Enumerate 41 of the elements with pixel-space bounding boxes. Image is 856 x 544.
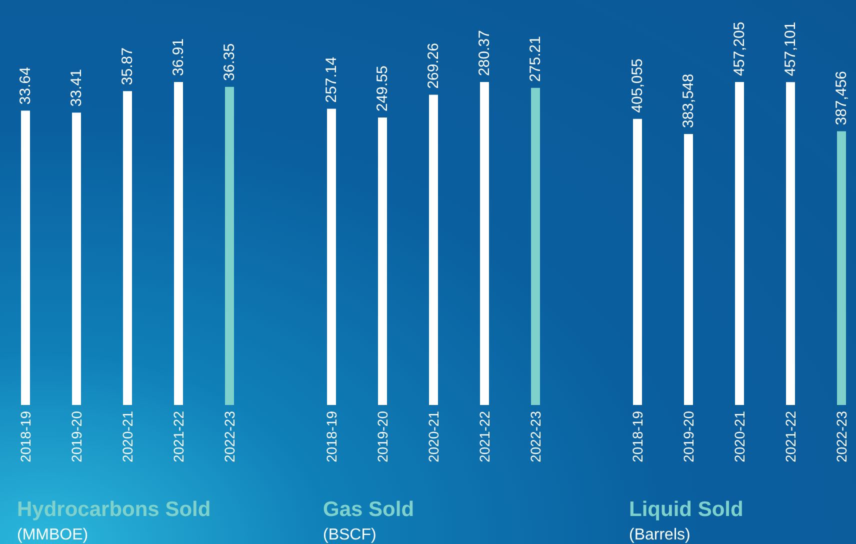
x-tick-label: 2021-22 xyxy=(476,410,492,462)
data-label: 383,548 xyxy=(680,74,697,128)
x-tick-label: 2021-22 xyxy=(782,410,798,462)
data-label: 280.37 xyxy=(476,30,493,76)
x-tick-label: 2020-21 xyxy=(426,410,442,462)
data-label: 275.21 xyxy=(527,36,544,82)
bar xyxy=(837,131,846,405)
x-tick-label: 2022-23 xyxy=(528,410,544,462)
data-label: 257.14 xyxy=(323,56,340,103)
x-tick-label: 2018-19 xyxy=(18,410,34,462)
bar xyxy=(633,118,642,405)
x-tick-label: 2022-23 xyxy=(834,410,850,462)
x-tick-label: 2022-23 xyxy=(222,410,238,462)
text: (MMBOE) xyxy=(17,526,88,544)
bar xyxy=(735,82,744,405)
data-label: 33.64 xyxy=(17,67,34,105)
data-label: 36.35 xyxy=(221,43,238,81)
x-tick-label: 2020-21 xyxy=(120,410,136,462)
text: Gas Sold xyxy=(323,498,414,521)
data-label: 35.87 xyxy=(119,48,136,86)
data-label: 36.91 xyxy=(170,38,187,76)
data-label: 387,456 xyxy=(833,71,850,126)
bar xyxy=(786,82,795,405)
data-label: 33.41 xyxy=(68,69,85,107)
x-tick-label: 2019-20 xyxy=(680,410,696,462)
x-tick-label: 2018-19 xyxy=(324,410,340,462)
x-tick-label: 2021-22 xyxy=(170,410,186,462)
data-label: 269.26 xyxy=(425,42,442,89)
data-label: 457,205 xyxy=(731,22,748,76)
text: Liquid Sold xyxy=(629,498,744,521)
data-label: 405,055 xyxy=(629,58,646,113)
data-label: 249.55 xyxy=(374,66,391,112)
text: Hydrocarbons Sold xyxy=(17,498,211,521)
x-tick-label: 2019-20 xyxy=(68,410,84,462)
data-label: 457,101 xyxy=(782,22,799,76)
x-tick-label: 2019-20 xyxy=(374,410,390,462)
text: (BSCF) xyxy=(323,526,376,544)
bar xyxy=(684,134,693,405)
text: (Barrels) xyxy=(629,526,690,544)
x-tick-label: 2020-21 xyxy=(732,410,748,462)
x-tick-label: 2018-19 xyxy=(630,410,646,462)
